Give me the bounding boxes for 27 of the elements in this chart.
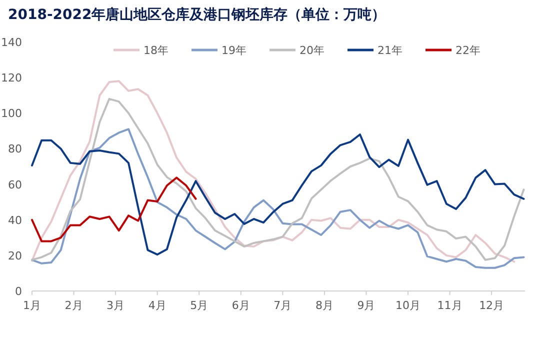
y-tick-label: 40 [8, 214, 22, 227]
legend-label: 19年 [222, 44, 246, 57]
x-tick-label: 11月 [437, 299, 462, 312]
legend-label: 20年 [300, 44, 324, 57]
y-tick-label: 60 [8, 178, 22, 192]
x-tick-label: 12月 [479, 299, 504, 312]
x-tick-label: 5月 [190, 299, 208, 312]
y-tick-label: 120 [1, 72, 22, 85]
legend-label: 18年 [144, 44, 168, 57]
line-series [31, 176, 197, 242]
x-tick-label: 1月 [23, 299, 41, 312]
x-tick-label: 9月 [357, 299, 376, 312]
y-tick-label: 0 [15, 285, 22, 298]
y-tick-label: 80 [8, 142, 22, 156]
chart-title: 2018-2022年唐山地区仓库及港口钢坯库存（单位：万吨） [8, 6, 386, 23]
x-tick-label: 8月 [315, 299, 334, 312]
x-tick-label: 6月 [232, 299, 250, 312]
legend-label: 22年 [456, 44, 480, 57]
y-tick-label: 100 [1, 107, 22, 120]
y-tick-label: 20 [8, 249, 22, 262]
x-tick-label: 3月 [106, 299, 125, 312]
x-tick-label: 7月 [274, 299, 292, 312]
x-tick-label: 2月 [64, 299, 83, 312]
legend-label: 21年 [378, 44, 402, 57]
x-tick-label: 4月 [148, 299, 166, 312]
y-tick-label: 140 [1, 36, 22, 49]
x-tick-label: 10月 [396, 299, 421, 312]
